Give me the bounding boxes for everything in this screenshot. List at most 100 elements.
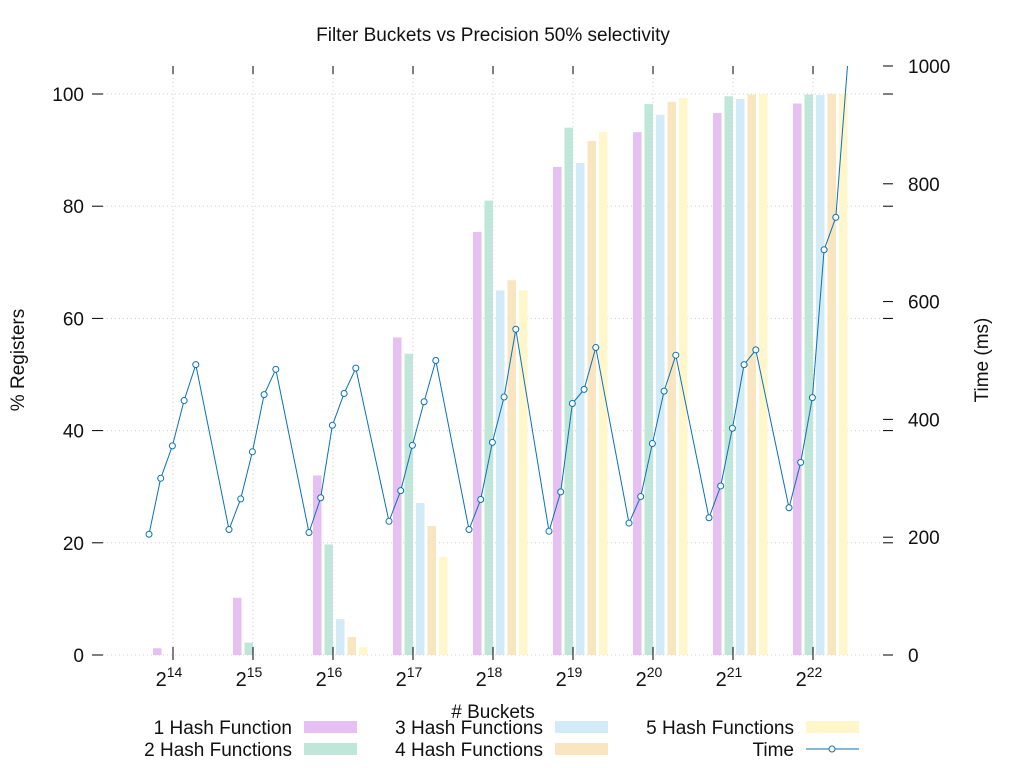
legend-label: Time [752, 740, 794, 761]
y2-tick-label: 1000 [908, 57, 950, 78]
legend-label: 5 Hash Functions [646, 718, 794, 739]
time-point [728, 424, 736, 432]
legend-swatch [555, 721, 608, 733]
chart-title: Filter Buckets vs Precision 50% selectiv… [316, 25, 670, 46]
y-tick-label: 0 [73, 646, 84, 667]
bar [553, 166, 562, 655]
time-point [272, 365, 280, 373]
time-point [660, 387, 668, 395]
bar [804, 94, 813, 656]
time-point [580, 385, 588, 393]
x-tick-label: 217 [396, 664, 423, 691]
time-point [477, 496, 485, 504]
bar [324, 544, 333, 655]
bar [496, 290, 505, 655]
y-tick-label: 100 [52, 85, 84, 106]
x-tick-label: 219 [556, 664, 583, 691]
y-tick-label: 40 [63, 422, 84, 443]
time-point [432, 357, 440, 364]
bar [816, 95, 825, 655]
bar [313, 475, 322, 655]
bar [633, 132, 642, 655]
bar [507, 280, 516, 655]
y-tick-label: 60 [63, 309, 84, 330]
y2-tick-label: 400 [908, 410, 940, 431]
bar [599, 132, 608, 655]
time-point [637, 493, 645, 501]
y2-tick-label: 0 [908, 646, 919, 667]
bar [736, 99, 745, 655]
bar [519, 290, 528, 655]
bars-layer [153, 94, 848, 656]
legend-swatch [304, 721, 357, 733]
time-point [248, 448, 256, 456]
time-point [168, 442, 176, 450]
time-point [568, 399, 576, 407]
time-point [808, 394, 816, 402]
time-point [397, 487, 405, 495]
time-point [408, 441, 416, 449]
bar [427, 525, 436, 655]
bar [153, 648, 162, 655]
x-axis-label: # Buckets [451, 702, 534, 723]
y2-tick-label: 800 [908, 175, 940, 196]
bar [713, 113, 722, 656]
time-point [317, 494, 325, 502]
bar [724, 96, 733, 655]
x-tick-label: 222 [796, 664, 823, 691]
bar [759, 94, 768, 655]
bar [393, 337, 402, 655]
time-point [752, 346, 760, 354]
bar [473, 232, 482, 656]
y2-axis-label: Time (ms) [972, 318, 993, 403]
bar [359, 647, 368, 655]
time-point [500, 393, 508, 401]
time-point [145, 530, 153, 538]
bar [564, 127, 573, 655]
time-point [305, 528, 313, 536]
bar [439, 556, 448, 655]
legend-marker [828, 745, 836, 753]
bar [827, 94, 836, 655]
bar [484, 200, 493, 655]
y2-tick-label: 200 [908, 528, 940, 549]
bar [336, 619, 345, 655]
time-line [148, 65, 848, 535]
bar [347, 637, 356, 655]
time-point [260, 391, 268, 399]
time-point [740, 361, 748, 369]
x-tick-label: 220 [636, 664, 663, 691]
bar [679, 97, 688, 655]
time-point [328, 421, 336, 429]
bar [667, 101, 676, 655]
bar [656, 114, 665, 655]
bar [576, 163, 585, 656]
bar [839, 94, 848, 655]
time-point [797, 458, 805, 466]
time-point [592, 344, 600, 352]
y-tick-label: 80 [63, 197, 84, 218]
bar [244, 642, 253, 655]
y2-tick-label: 600 [908, 293, 940, 314]
x-tick-label: 214 [156, 664, 183, 691]
legend-label: 3 Hash Functions [395, 718, 543, 739]
time-point [385, 517, 393, 525]
legend-label: 4 Hash Functions [395, 740, 543, 761]
time-point [648, 440, 656, 448]
x-tick-label: 218 [476, 664, 503, 691]
x-tick-label: 215 [236, 664, 263, 691]
bar [416, 502, 425, 655]
bar [404, 353, 413, 655]
y-axis-label: % Registers [8, 309, 29, 411]
time-line-layer [145, 65, 848, 538]
bar [747, 94, 756, 656]
time-point [192, 361, 200, 369]
time-point [785, 504, 793, 512]
legend-label: 2 Hash Functions [144, 740, 292, 761]
time-point [488, 438, 496, 446]
time-point [820, 246, 828, 254]
time-point [705, 514, 713, 522]
